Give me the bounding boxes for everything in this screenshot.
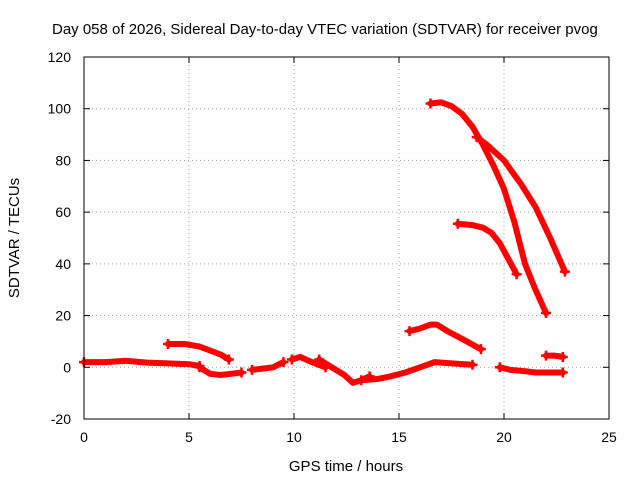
plot-frame bbox=[83, 56, 610, 420]
x-tick-label: 25 bbox=[601, 429, 617, 445]
series-endpoint-marker bbox=[475, 344, 486, 355]
series-endpoint-marker bbox=[559, 266, 570, 277]
series-line-arc-mid bbox=[406, 321, 484, 353]
y-tick-label: 80 bbox=[55, 152, 71, 168]
series-endpoint-marker bbox=[314, 354, 325, 365]
series-layer bbox=[79, 98, 570, 386]
series-endpoint-marker bbox=[236, 367, 247, 378]
series-endpoint-marker bbox=[425, 98, 436, 109]
series-endpoint-marker bbox=[467, 359, 478, 370]
x-tick-label: 20 bbox=[496, 429, 512, 445]
series-line-arc-low bbox=[165, 341, 232, 363]
series-line-baseline-a bbox=[81, 357, 203, 369]
x-tick-label: 15 bbox=[391, 429, 407, 445]
grid-layer bbox=[84, 57, 609, 419]
x-tick-label: 5 bbox=[185, 429, 193, 445]
series-line-rise-a bbox=[249, 359, 287, 373]
y-tick-label: -20 bbox=[51, 411, 71, 427]
series-endpoint-marker bbox=[223, 354, 234, 365]
x-axis-label: GPS time / hours bbox=[289, 458, 403, 475]
series-endpoint-marker bbox=[356, 375, 367, 386]
y-tick-label: 60 bbox=[55, 204, 71, 220]
y-tick-label: 0 bbox=[63, 359, 71, 375]
series-line-dip-a bbox=[196, 364, 245, 378]
chart-title: Day 058 of 2026, Sidereal Day-to-day VTE… bbox=[52, 21, 598, 38]
series-endpoint-marker bbox=[194, 362, 205, 373]
series-line-tail-low bbox=[496, 364, 566, 376]
series-endpoint-marker bbox=[471, 132, 482, 143]
y-tick-label: 100 bbox=[48, 101, 72, 117]
x-tick-label: 10 bbox=[286, 429, 302, 445]
series-endpoint-marker bbox=[511, 269, 522, 280]
series-endpoint-marker bbox=[278, 357, 289, 368]
series-endpoint-marker bbox=[452, 218, 463, 229]
series-endpoint-marker bbox=[286, 354, 297, 365]
series-line-high-c bbox=[454, 220, 520, 278]
tick-layer: 0 5 10 15 20 25 -20 0 20 40 60 80 100 120 bbox=[48, 49, 617, 445]
x-tick-label: 0 bbox=[80, 429, 88, 445]
series-endpoint-marker bbox=[541, 307, 551, 318]
y-tick-label: 40 bbox=[55, 256, 71, 272]
series-line-high-b bbox=[473, 134, 568, 275]
y-tick-label: 20 bbox=[55, 308, 71, 324]
series-line-bump-a bbox=[288, 353, 329, 371]
y-axis-label: SDTVAR / TECUs bbox=[6, 178, 23, 298]
series-endpoint-marker bbox=[404, 326, 415, 337]
series-line-high-a bbox=[427, 99, 549, 316]
y-tick-label: 120 bbox=[48, 49, 72, 65]
series-endpoint-marker bbox=[557, 367, 568, 378]
series-endpoint-marker bbox=[494, 362, 505, 373]
series-endpoint-marker bbox=[557, 351, 568, 362]
series-endpoint-marker bbox=[247, 364, 257, 375]
series-endpoint-marker bbox=[163, 339, 173, 350]
series-endpoint-marker bbox=[541, 350, 551, 361]
series-line-rise-b bbox=[358, 359, 476, 384]
